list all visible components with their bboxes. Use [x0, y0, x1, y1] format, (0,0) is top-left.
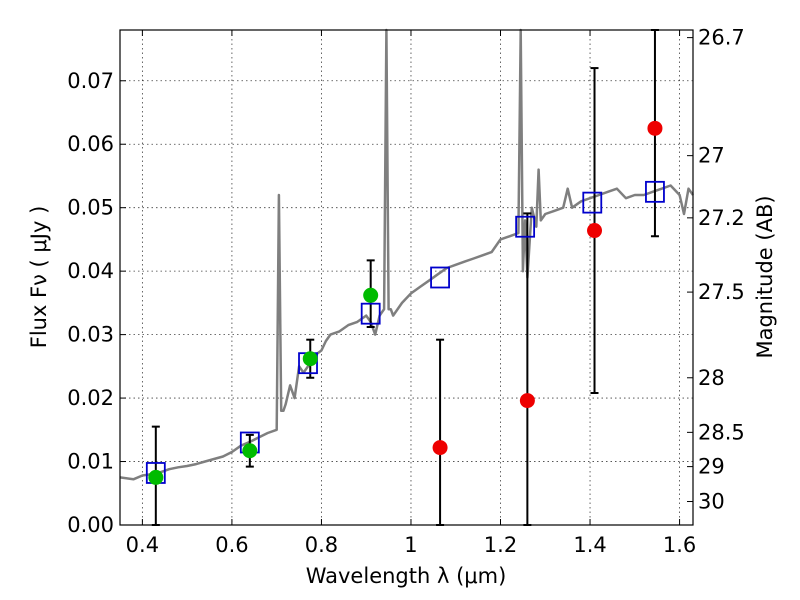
grid-layer — [120, 30, 693, 526]
right-tick-label: 27.2 — [698, 206, 745, 230]
y-tick-label: 0.02 — [67, 386, 114, 410]
right-tick-label: 28 — [698, 366, 725, 390]
x-tick-label: 1.2 — [484, 533, 517, 557]
non-detection-point — [432, 440, 448, 456]
right-tick-label: 27 — [698, 144, 725, 168]
y-tick-label: 0.04 — [67, 259, 114, 283]
model-box-marker — [515, 215, 536, 238]
right-tick-label: 29 — [698, 455, 725, 479]
y-tick-label: 0.06 — [67, 132, 114, 156]
model-box-marker — [582, 191, 603, 214]
x-tick-label: 0.6 — [215, 533, 248, 557]
model-box-marker — [430, 266, 450, 289]
detection-point — [242, 443, 258, 459]
right-tick-label: 28.5 — [698, 420, 745, 444]
spectrum-line — [119, 28, 695, 481]
x-tick-label: 0.8 — [305, 533, 338, 557]
plot-frame — [119, 29, 694, 526]
non-detection-point — [647, 120, 663, 136]
y-tick-label: 0.01 — [67, 450, 114, 474]
errorbar-layer — [151, 29, 659, 526]
marker-layer — [145, 120, 665, 485]
y-axis-right-label: Magnitude (AB) — [753, 195, 777, 358]
y-tick-label: 0.05 — [67, 196, 114, 220]
x-tick-label: 1 — [404, 533, 417, 557]
model-box-marker — [360, 302, 381, 325]
x-tick-label: 1.4 — [573, 533, 606, 557]
detection-point — [363, 287, 379, 303]
y-tick-label: 0.07 — [67, 69, 114, 93]
spectrum-layer — [119, 28, 695, 481]
detection-point — [148, 469, 164, 485]
y-tick-label: 0.03 — [67, 323, 114, 347]
non-detection-point — [587, 223, 603, 239]
x-tick-label: 1.6 — [663, 533, 696, 557]
non-detection-point — [519, 393, 535, 409]
model-box-marker — [645, 180, 665, 203]
tick-layer: 0.4 0.6 0.8 1 1.2 1.4 1.6 0.00 0.01 0.02 0.03 0.04 0… — [67, 26, 745, 557]
y-tick-label: 0.00 — [67, 513, 114, 537]
right-tick-label: 27.5 — [698, 280, 745, 304]
right-tick-label: 30 — [698, 490, 725, 514]
y-axis-label: Flux Fν ( μJy ) — [27, 206, 51, 349]
x-tick-label: 0.4 — [126, 533, 159, 557]
detection-point — [302, 351, 318, 367]
x-axis-label: Wavelength λ (μm) — [306, 564, 507, 588]
right-tick-label: 26.7 — [698, 26, 745, 50]
